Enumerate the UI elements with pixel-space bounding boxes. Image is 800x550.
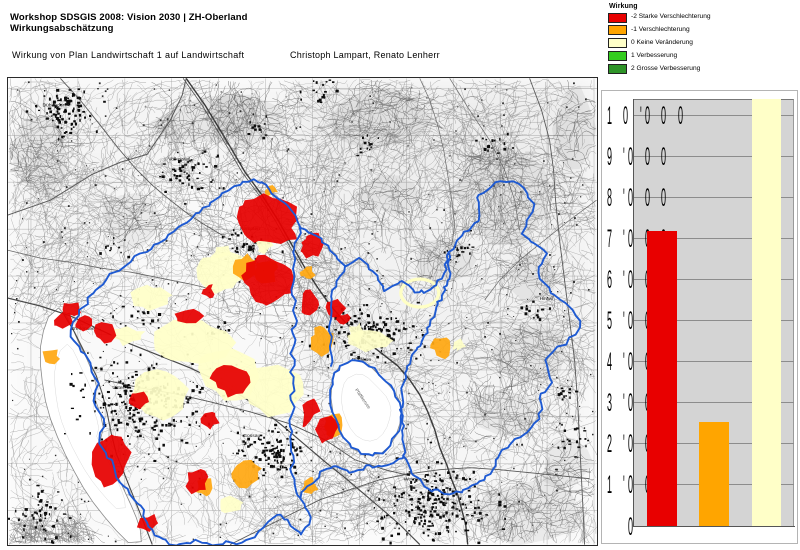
- svg-text:Volketswil: Volketswil: [168, 156, 190, 162]
- svg-text:Gossau: Gossau: [243, 433, 260, 439]
- svg-text:Hinwil: Hinwil: [540, 296, 553, 302]
- svg-text:Uster: Uster: [112, 385, 124, 391]
- svg-text:Pfäffikon: Pfäffikon: [352, 357, 372, 363]
- svg-text:Wetzikon: Wetzikon: [404, 477, 425, 483]
- svg-text:Dübendorf: Dübendorf: [42, 102, 66, 108]
